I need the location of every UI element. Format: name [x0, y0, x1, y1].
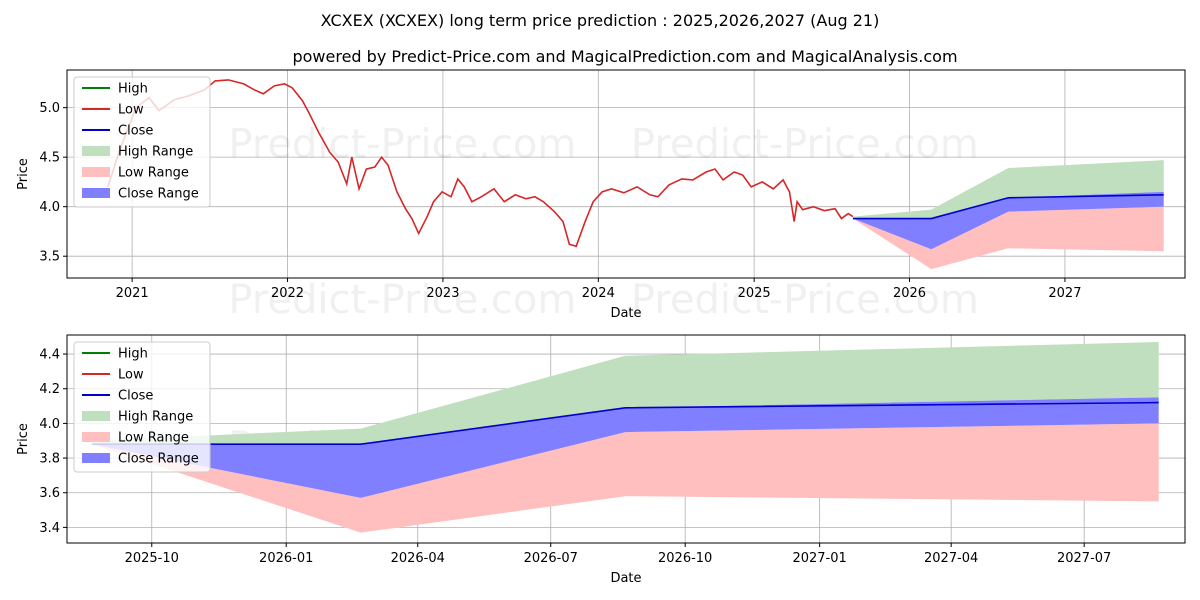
- watermark-text: Predict-Price.com: [228, 277, 576, 323]
- legend: High Low Close High Range Low Range Close Ran…: [73, 76, 211, 208]
- low-range-area: [852, 206, 1164, 270]
- x-tick-label: 2026-04: [391, 551, 445, 566]
- watermark-text: Predict-Price.com: [228, 121, 576, 167]
- legend-swatch-close-range: [82, 453, 110, 463]
- y-axis-label: Price: [16, 158, 31, 190]
- high-range-area: [91, 341, 1159, 445]
- y-tick-label: 4.0: [39, 200, 60, 215]
- x-tick-label: 2027-01: [792, 551, 846, 566]
- x-tick-label: 2024: [582, 286, 615, 301]
- legend-swatch-low-range: [82, 432, 110, 442]
- high-range-area: [852, 160, 1164, 219]
- legend-label-low-range: Low Range: [118, 431, 189, 446]
- y-tick-label: 3.6: [39, 486, 60, 501]
- chart-subtitle: powered by Predict-Price.com and Magical…: [292, 47, 957, 66]
- close-forecast-line: [852, 194, 1164, 220]
- watermark-text: Predict-Price.com: [631, 121, 979, 167]
- legend-label-low: Low: [118, 103, 144, 118]
- watermark-text: Predict-Price.com: [631, 277, 979, 323]
- plot-frame: [66, 69, 1186, 279]
- x-tick-label: 2025: [738, 286, 771, 301]
- x-tick-label: 2026-07: [524, 551, 578, 566]
- legend-label-close-range: Close Range: [118, 187, 199, 202]
- y-tick-label: 3.4: [39, 521, 60, 536]
- y-tick-label: 4.2: [39, 382, 60, 397]
- y-tick-label: 4.4: [39, 348, 60, 363]
- legend-swatch-close-range: [82, 188, 110, 198]
- legend-label-close: Close: [118, 124, 153, 139]
- plot-area: [91, 341, 1159, 533]
- legend-swatch-high-range: [82, 146, 110, 156]
- legend-label-high-range: High Range: [118, 410, 193, 425]
- x-tick-label: 2027-07: [1057, 551, 1111, 566]
- x-tick-label: 2027-04: [924, 551, 978, 566]
- legend-label-close-range: Close Range: [118, 452, 199, 467]
- x-tick-label: 2027: [1048, 286, 1081, 301]
- x-tick-label: 2026: [893, 286, 926, 301]
- y-tick-label: 3.8: [39, 452, 60, 467]
- legend-label-high: High: [118, 347, 148, 362]
- close-range-area: [91, 397, 1159, 498]
- close-range-area: [852, 191, 1164, 250]
- x-axis-label: Date: [610, 571, 641, 586]
- legend-label-low-range: Low Range: [118, 166, 189, 181]
- legend: High Low Close High Range Low Range Close Ran…: [73, 341, 211, 473]
- price-history-line: [107, 79, 854, 248]
- y-tick-label: 4.5: [39, 151, 60, 166]
- x-tick-label: 2023: [426, 286, 459, 301]
- x-tick-label: 2025-10: [125, 551, 179, 566]
- x-tick-label: 2021: [116, 286, 149, 301]
- bottom-panel: Predict-Price.comPredict-Price.com2025-1…: [16, 334, 1186, 586]
- y-tick-label: 5.0: [39, 101, 60, 116]
- legend-label-high: High: [118, 82, 148, 97]
- y-axis-label: Price: [16, 423, 31, 455]
- y-tick-label: 4.0: [39, 417, 60, 432]
- plot-frame: [66, 334, 1186, 544]
- x-tick-label: 2022: [271, 286, 304, 301]
- legend-label-close: Close: [118, 389, 153, 404]
- legend-label-high-range: High Range: [118, 145, 193, 160]
- x-axis-label: Date: [610, 306, 641, 321]
- legend-label-low: Low: [118, 368, 144, 383]
- top-panel: Predict-Price.com Predict-Price.com Predic…: [16, 69, 1186, 323]
- low-range-area: [91, 423, 1159, 533]
- legend-swatch-high-range: [82, 411, 110, 421]
- close-forecast-line: [91, 401, 1159, 446]
- chart-title: XCXEX (XCXEX) long term price prediction…: [321, 11, 880, 30]
- x-tick-label: 2026-10: [658, 551, 712, 566]
- y-tick-label: 3.5: [39, 250, 60, 265]
- plot-area: [107, 79, 1164, 270]
- x-tick-label: 2026-01: [259, 551, 313, 566]
- legend-swatch-low-range: [82, 167, 110, 177]
